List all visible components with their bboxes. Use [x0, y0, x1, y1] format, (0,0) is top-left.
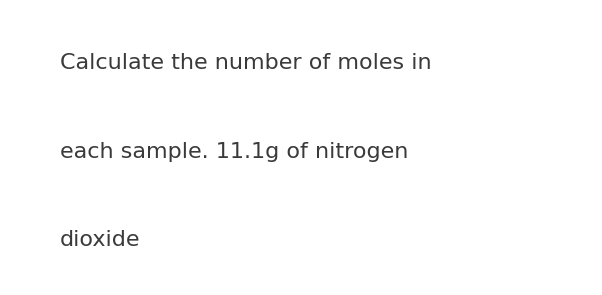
Text: each sample. 11.1g of nitrogen: each sample. 11.1g of nitrogen [60, 142, 409, 162]
Text: dioxide: dioxide [60, 230, 141, 250]
Text: Calculate the number of moles in: Calculate the number of moles in [60, 53, 432, 73]
